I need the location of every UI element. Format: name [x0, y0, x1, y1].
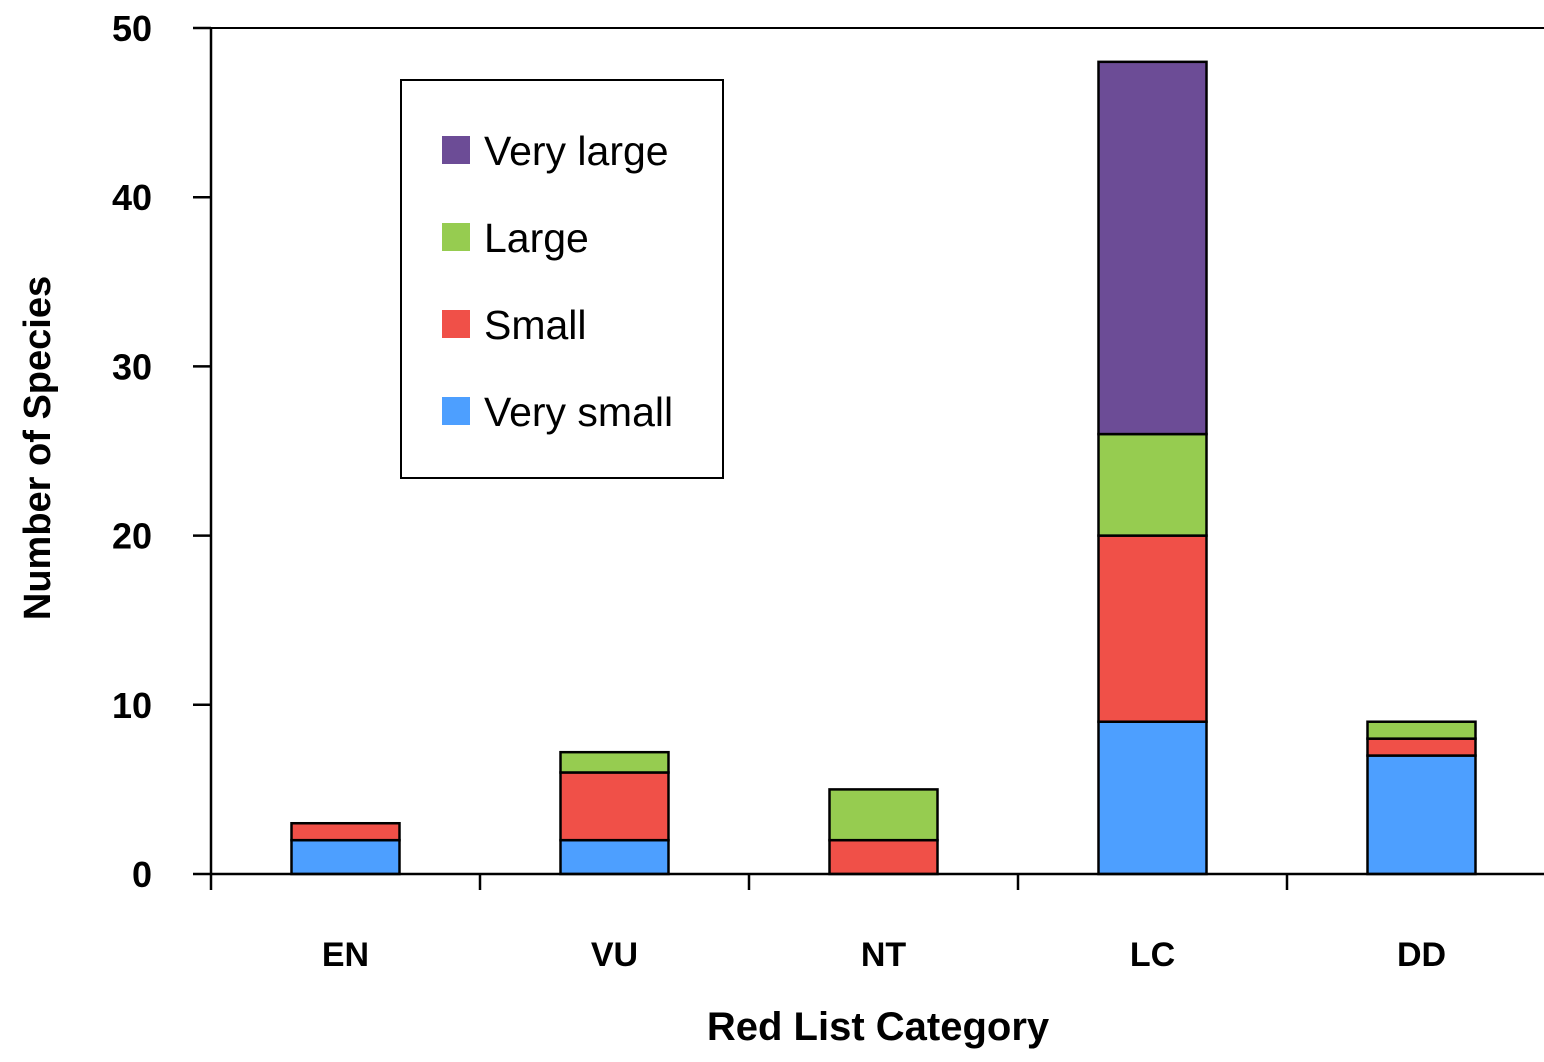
bar-segment-dd-large — [1366, 720, 1477, 740]
legend-swatch-small — [442, 310, 470, 338]
x-tick-label: LC — [1130, 936, 1175, 974]
legend-label: Very small — [484, 389, 673, 435]
y-tick-label: 0 — [132, 854, 152, 895]
bar-segment-nt-large — [828, 788, 939, 842]
bar-segment-vu-small — [559, 771, 670, 842]
bar-segment-dd-very-small — [1366, 754, 1477, 876]
bar-segment-lc-large — [1097, 432, 1208, 537]
bar-segment-lc-very-small — [1097, 720, 1208, 876]
x-tick-label: NT — [861, 936, 907, 974]
legend-swatch-very-large — [442, 136, 470, 164]
y-tick-label: 50 — [112, 8, 152, 49]
y-ticks-layer: 0 10 20 30 40 50 — [112, 8, 211, 895]
legend: Very large Large Small Very small — [400, 79, 724, 479]
bar-segment-vu-very-small — [559, 838, 670, 876]
bar-segment-lc-very-large — [1097, 60, 1208, 436]
bar-segment-lc-small — [1097, 534, 1208, 723]
y-axis-label: Number of Species — [17, 276, 59, 620]
y-tick-label: 30 — [112, 346, 152, 387]
bar-segment-en-small — [290, 821, 401, 842]
x-axis-label: Red List Category — [707, 1005, 1050, 1049]
legend-label: Very large — [484, 128, 669, 174]
y-tick-label: 40 — [112, 177, 152, 218]
bar-segment-nt-small — [828, 838, 939, 876]
legend-swatch-very-small — [442, 397, 470, 425]
bars-layer — [290, 60, 1477, 876]
bar-segment-dd-small — [1366, 737, 1477, 757]
x-ticks-layer: EN VU NT LC DD — [209, 874, 1446, 974]
legend-label: Small — [484, 302, 587, 348]
x-tick-label: DD — [1397, 936, 1446, 974]
x-tick-label: VU — [591, 936, 638, 974]
bar-segment-en-very-small — [290, 838, 401, 876]
y-tick-label: 10 — [112, 685, 152, 726]
y-tick-label: 20 — [112, 516, 152, 557]
axes-layer — [209, 27, 1544, 876]
x-tick-label: EN — [322, 936, 369, 974]
legend-swatch-large — [442, 223, 470, 251]
legend-label: Large — [484, 215, 589, 261]
bar-segment-vu-large — [559, 750, 670, 774]
